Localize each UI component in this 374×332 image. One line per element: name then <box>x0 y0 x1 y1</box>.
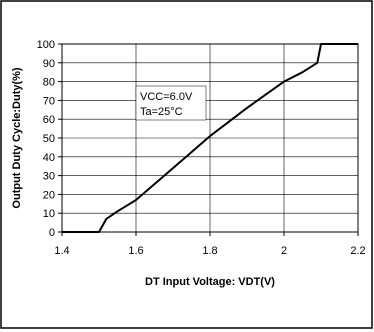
y-tick-label: 0 <box>49 227 55 239</box>
y-tick-label: 90 <box>43 58 55 70</box>
y-axis-label: Output Duty Cycle:Duty(%) <box>11 67 23 209</box>
axis-ticks: 0 10 20 30 40 50 60 70 80 90 100 1.4 1.6 1.8 2 2.2 <box>37 39 366 257</box>
x-tick-label: 2.2 <box>350 245 365 257</box>
duty-cycle-curve-0 <box>62 43 358 233</box>
y-tick-label: 100 <box>37 39 55 51</box>
y-tick-label: 10 <box>43 208 55 220</box>
y-tick-label: 20 <box>43 189 55 201</box>
annotation-box-frame <box>135 85 207 121</box>
x-tick-label: 2 <box>281 245 287 257</box>
x-tick-label: 1.4 <box>54 245 69 257</box>
y-tick-label: 80 <box>43 77 55 89</box>
y-tick-label: 60 <box>43 114 55 126</box>
x-axis-label: DT Input Voltage: VDT(V) <box>145 276 275 288</box>
y-tick-label: 70 <box>43 95 55 107</box>
y-tick-label: 50 <box>43 133 55 145</box>
x-tick-label: 1.6 <box>128 245 143 257</box>
annotation-box: VCC=6.0V Ta=25°C <box>135 85 207 121</box>
annotation-vcc: VCC=6.0V <box>140 91 193 103</box>
y-tick-label: 40 <box>43 152 55 164</box>
x-tick-label: 1.8 <box>202 245 217 257</box>
y-tick-label: 30 <box>43 171 55 183</box>
series-group <box>62 43 358 233</box>
annotation-temperature: Ta=25°C <box>140 106 183 118</box>
